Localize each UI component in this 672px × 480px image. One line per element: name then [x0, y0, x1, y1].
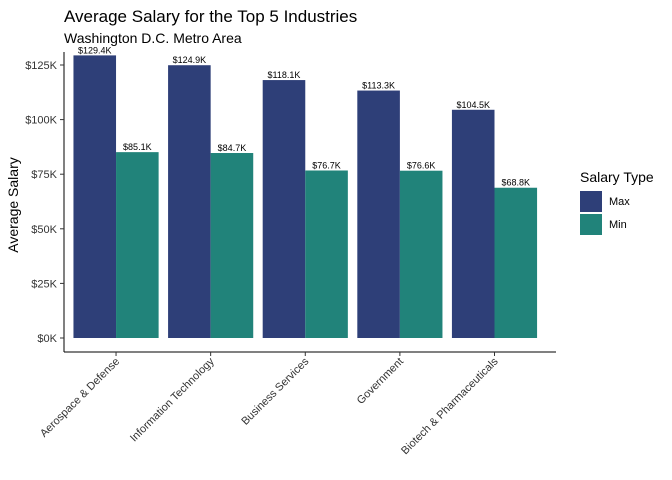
legend-title: Salary Type: [580, 169, 654, 185]
legend: Salary Type Max Min: [580, 169, 654, 235]
data-label: $85.1K: [123, 142, 152, 152]
data-label: $76.7K: [312, 160, 341, 170]
data-label: $129.4K: [78, 45, 112, 55]
data-label: $76.6K: [407, 161, 436, 171]
bar-min: [116, 152, 159, 338]
y-tick-label: $125K: [25, 60, 57, 72]
x-tick-label: Business Services: [239, 355, 311, 427]
legend-key-min: [580, 214, 602, 235]
y-tick-label: $50K: [31, 224, 57, 236]
chart-subtitle: Washington D.C. Metro Area: [64, 30, 242, 46]
x-tick-label: Aerospace & Defense: [38, 356, 122, 440]
data-label: $84.7K: [218, 143, 247, 153]
y-tick-label: $0K: [37, 333, 57, 345]
data-label: $68.8K: [502, 178, 531, 188]
legend-key-max: [580, 191, 602, 212]
bar-min: [210, 153, 254, 338]
y-tick-label: $100K: [25, 115, 57, 127]
y-tick-label: $75K: [31, 169, 57, 181]
bar-min: [494, 187, 538, 338]
bar-min: [305, 170, 348, 338]
bar-max: [451, 109, 495, 338]
x-tick-label: Government: [355, 356, 406, 407]
legend-label-min: Min: [609, 219, 627, 231]
y-axis-label: Average Salary: [5, 157, 21, 252]
data-label: $124.9K: [173, 55, 207, 65]
y-tick-label: $25K: [31, 278, 57, 290]
chart-title: Average Salary for the Top 5 Industries: [64, 7, 357, 26]
bar-max: [357, 90, 400, 339]
data-label: $113.3K: [362, 81, 395, 91]
data-label: $104.5K: [456, 100, 490, 110]
bar-max: [73, 55, 117, 338]
x-tick-label: Biotech & Pharmaceuticals: [399, 355, 501, 457]
legend-label-max: Max: [609, 196, 630, 208]
plot-area: $0K $25K $50K $75K $100K $125K $129.4K $85.1K Ae…: [25, 45, 556, 457]
bar-max: [168, 65, 211, 339]
bar-max: [262, 80, 306, 338]
x-tick-label: Information Technology: [128, 355, 217, 444]
data-label: $118.1K: [268, 70, 301, 80]
bar-min: [399, 170, 443, 338]
